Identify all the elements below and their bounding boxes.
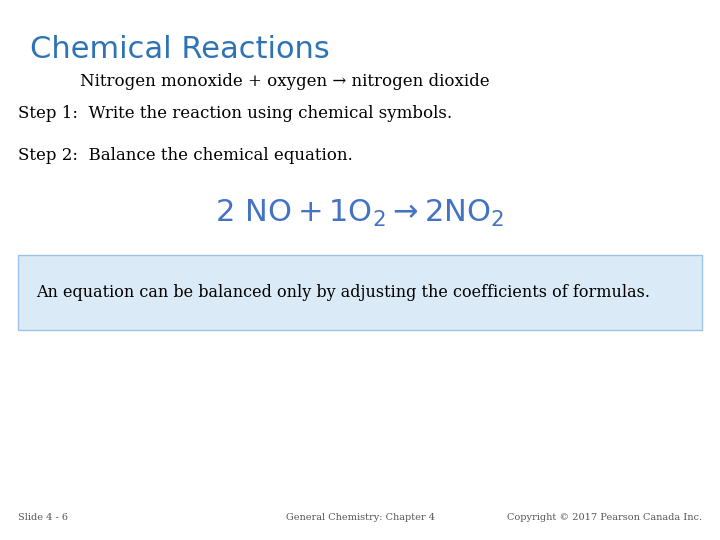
Text: Slide 4 - 6: Slide 4 - 6 xyxy=(18,513,68,522)
FancyBboxPatch shape xyxy=(18,255,702,330)
Text: Chemical Reactions: Chemical Reactions xyxy=(30,35,330,64)
Text: Step 1:  Write the reaction using chemical symbols.: Step 1: Write the reaction using chemica… xyxy=(18,105,452,122)
Text: $2\ \mathrm{NO} + 1\mathrm{O}_2 \rightarrow 2\mathrm{NO}_2$: $2\ \mathrm{NO} + 1\mathrm{O}_2 \rightar… xyxy=(215,198,505,228)
Text: Nitrogen monoxide + oxygen → nitrogen dioxide: Nitrogen monoxide + oxygen → nitrogen di… xyxy=(80,73,490,90)
Text: An equation can be balanced only by adjusting the coefficients of formulas.: An equation can be balanced only by adju… xyxy=(36,284,650,301)
Text: General Chemistry: Chapter 4: General Chemistry: Chapter 4 xyxy=(286,513,434,522)
Text: Step 2:  Balance the chemical equation.: Step 2: Balance the chemical equation. xyxy=(18,147,353,164)
Text: Copyright © 2017 Pearson Canada Inc.: Copyright © 2017 Pearson Canada Inc. xyxy=(507,513,702,522)
